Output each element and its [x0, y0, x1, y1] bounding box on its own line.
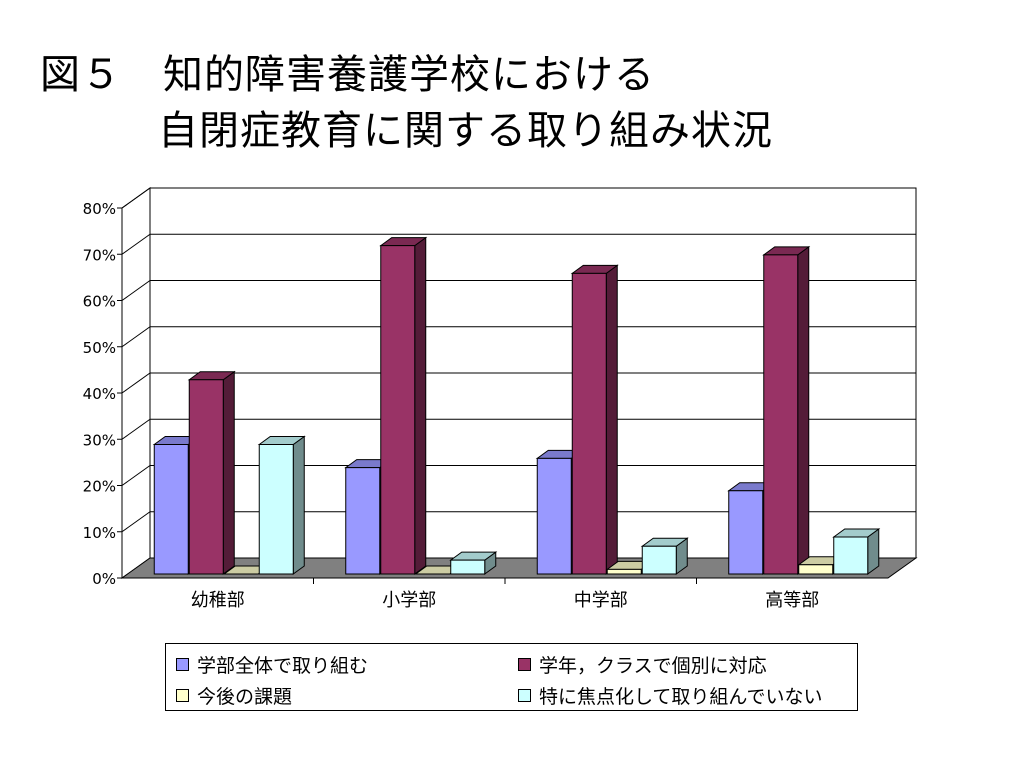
x-tick-label: 小学部: [382, 590, 436, 611]
bar: [571, 272, 607, 575]
bar: [763, 254, 799, 575]
gridline-side: [121, 511, 151, 533]
y-tick-label: 20%: [83, 478, 116, 496]
y-tick-label: 80%: [83, 200, 116, 218]
bar: [606, 568, 642, 575]
legend-swatch-series-3: [176, 689, 189, 702]
legend-swatch-series-4: [518, 689, 531, 702]
bar: [641, 545, 677, 575]
legend-item-series-1: 学部全体で取り組む: [176, 651, 368, 678]
y-tick-label: 40%: [83, 385, 116, 403]
legend-label-series-4: 特に焦点化して取り組んでいない: [539, 686, 823, 708]
bar: [450, 559, 486, 575]
gridline-side: [121, 372, 151, 394]
bar-side: [605, 264, 618, 575]
bar: [380, 245, 416, 575]
bar: [188, 379, 224, 575]
bar: [728, 490, 764, 575]
legend-swatch-series-1: [176, 658, 189, 671]
bar-side: [797, 245, 810, 575]
y-tick-label: 60%: [83, 293, 116, 311]
y-tick-label: 0%: [92, 570, 116, 588]
bar: [798, 564, 834, 575]
gridline-side: [121, 465, 151, 486]
bar-side: [414, 236, 427, 575]
chart-title-line-2: 自閉症教育に関する取り組み状況: [158, 108, 773, 154]
legend-item-series-4: 特に焦点化して取り組んでいない: [518, 682, 822, 709]
x-tick-label: 幼稚部: [191, 590, 245, 611]
legend: 学部全体で取り組む 学年，クラスで個別に対応 今後の課題 特に焦点化して取り組ん…: [165, 643, 858, 711]
bar: [833, 536, 869, 575]
legend-item-series-2: 学年，クラスで個別に対応: [518, 651, 767, 678]
gridline-side: [121, 326, 151, 348]
bar: [345, 467, 381, 575]
bar: [536, 457, 572, 575]
bar: [258, 444, 294, 575]
y-tick-label: 70%: [83, 246, 116, 264]
y-tick-label: 30%: [83, 431, 116, 449]
gridline-side: [121, 418, 151, 440]
chart-title-line-1: 図５ 知的障害養護学校における: [40, 52, 655, 98]
legend-item-series-3: 今後の課題: [176, 682, 292, 709]
legend-label-series-3: 今後の課題: [197, 686, 293, 708]
gridline-side: [121, 187, 151, 209]
x-tick-label: 高等部: [765, 590, 819, 611]
y-tick-label: 50%: [83, 339, 116, 357]
x-tick-label: 中学部: [574, 590, 628, 611]
bar: [153, 444, 189, 575]
gridline-side: [121, 233, 151, 255]
legend-swatch-series-2: [518, 658, 531, 671]
gridline-side: [121, 280, 151, 301]
legend-label-series-1: 学部全体で取り組む: [197, 655, 369, 677]
bar-side: [222, 370, 235, 575]
y-tick-label: 10%: [83, 524, 116, 542]
bar-side: [292, 435, 305, 575]
bar-chart: 0% 10% 20% 30% 40% 50% 60% 70% 80% 幼稚部 小学部 中学部 高等部: [83, 187, 918, 611]
legend-label-series-2: 学年，クラスで個別に対応: [539, 655, 767, 677]
